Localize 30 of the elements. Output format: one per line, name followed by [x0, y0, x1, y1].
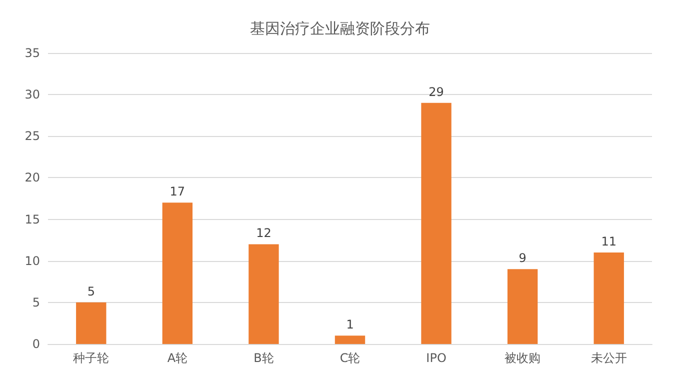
x-tick-label: IPO	[426, 351, 446, 365]
bar	[162, 202, 193, 344]
data-label: 17	[170, 184, 186, 199]
data-label: 12	[256, 226, 272, 240]
y-tick-label: 0	[32, 337, 40, 351]
x-tick-label: 被收购	[504, 351, 541, 365]
data-label: 1	[346, 318, 354, 332]
y-tick-label: 15	[24, 212, 40, 226]
data-label: 11	[601, 234, 616, 249]
x-tick-label: C轮	[340, 351, 360, 365]
data-label: 29	[428, 84, 444, 99]
x-tick-label: B轮	[254, 351, 274, 365]
x-tick-label: 种子轮	[73, 351, 110, 365]
y-tick-label: 30	[24, 88, 40, 102]
x-tick-label: A轮	[167, 351, 188, 365]
y-tick-label: 5	[32, 295, 40, 310]
y-tick-label: 25	[24, 129, 40, 144]
bar	[507, 269, 538, 344]
x-tick-label: 未公开	[590, 351, 627, 365]
bar	[334, 336, 366, 344]
y-tick-label: 10	[24, 254, 40, 268]
bar	[421, 102, 452, 344]
data-label: 5	[87, 284, 95, 298]
bar	[76, 302, 106, 344]
bar	[594, 252, 624, 344]
data-label: 9	[518, 251, 526, 266]
bar	[248, 244, 279, 344]
y-tick-label: 20	[24, 170, 40, 185]
chart-title: 基因治疗企业融资阶段分布	[250, 20, 430, 38]
y-tick-label: 35	[24, 46, 40, 60]
